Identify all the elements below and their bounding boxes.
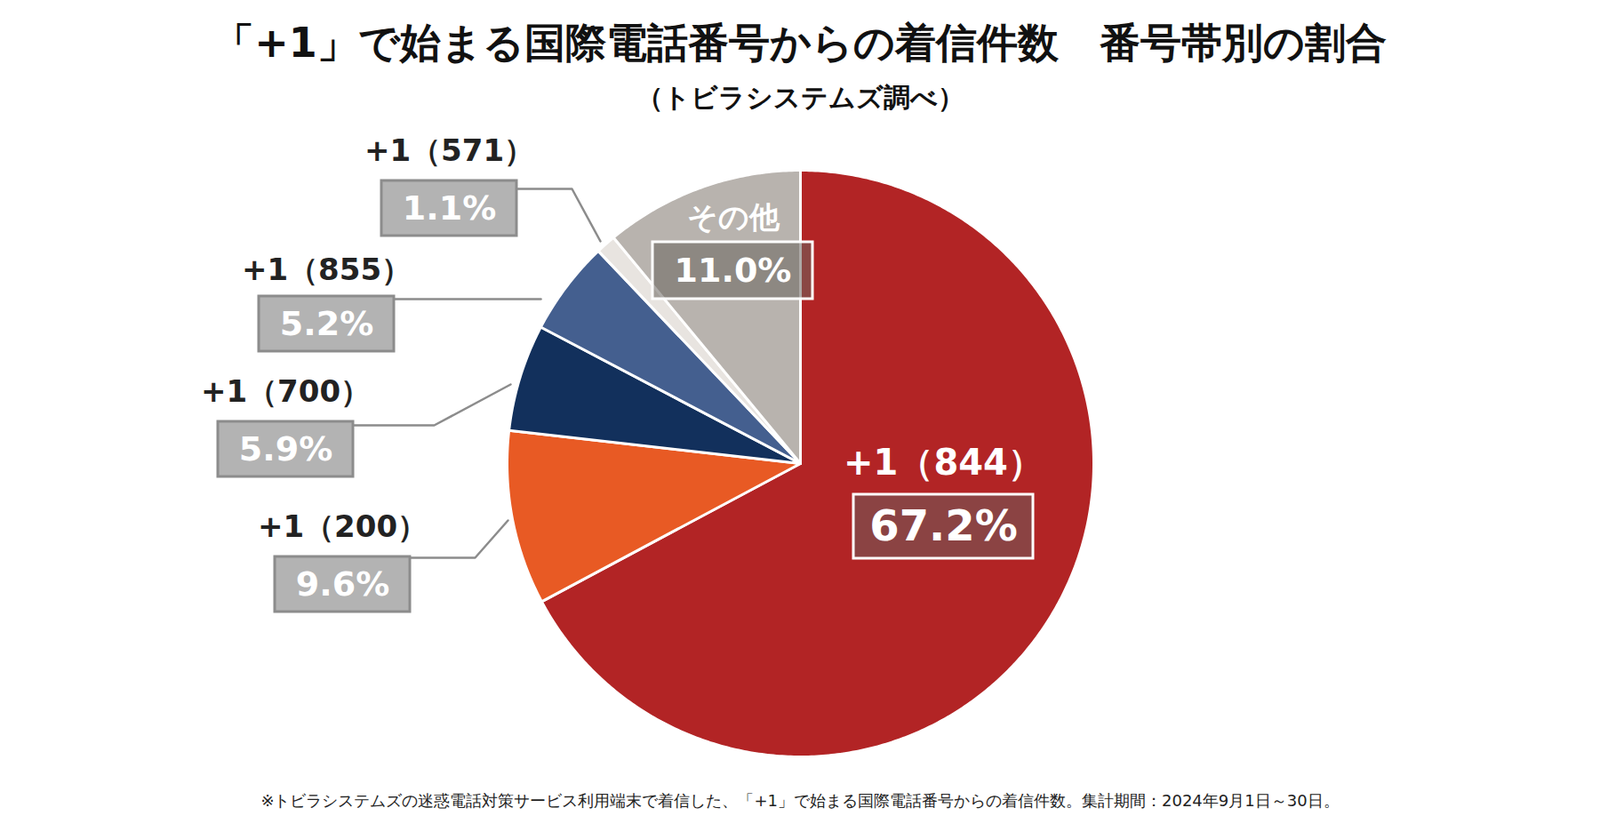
svg-text:1.1%: 1.1% (402, 188, 496, 228)
svg-text:+1（844）: +1（844） (843, 441, 1044, 483)
svg-text:11.0%: 11.0% (674, 250, 792, 290)
html-text:（トビラシステムズ調べ）: （トビラシステムズ調べ） (636, 81, 964, 113)
svg-text:67.2%: 67.2% (869, 500, 1018, 551)
svg-text:9.6%: 9.6% (296, 564, 390, 604)
svg-text:+1（571）: +1（571） (364, 132, 535, 168)
svg-text:+1（855）: +1（855） (241, 251, 412, 288)
svg-text:5.2%: 5.2% (280, 304, 374, 344)
svg-text:5.9%: 5.9% (239, 429, 333, 469)
html-text:「+1」で始まる国際電話番号からの着信件数 番号帯別の割合: 「+1」で始まる国際電話番号からの着信件数 番号帯別の割合 (213, 18, 1387, 67)
svg-text:+1（700）: +1（700） (200, 373, 371, 409)
svg-text:その他: その他 (687, 199, 781, 235)
svg-text:+1（200）: +1（200） (257, 508, 428, 544)
html-text:※トビラシステムズの迷惑電話対策サービス利用端末で着信した、: ※トビラシステムズの迷惑電話対策サービス利用端末で着信した、「+1」で始まる国際… (260, 791, 1340, 810)
